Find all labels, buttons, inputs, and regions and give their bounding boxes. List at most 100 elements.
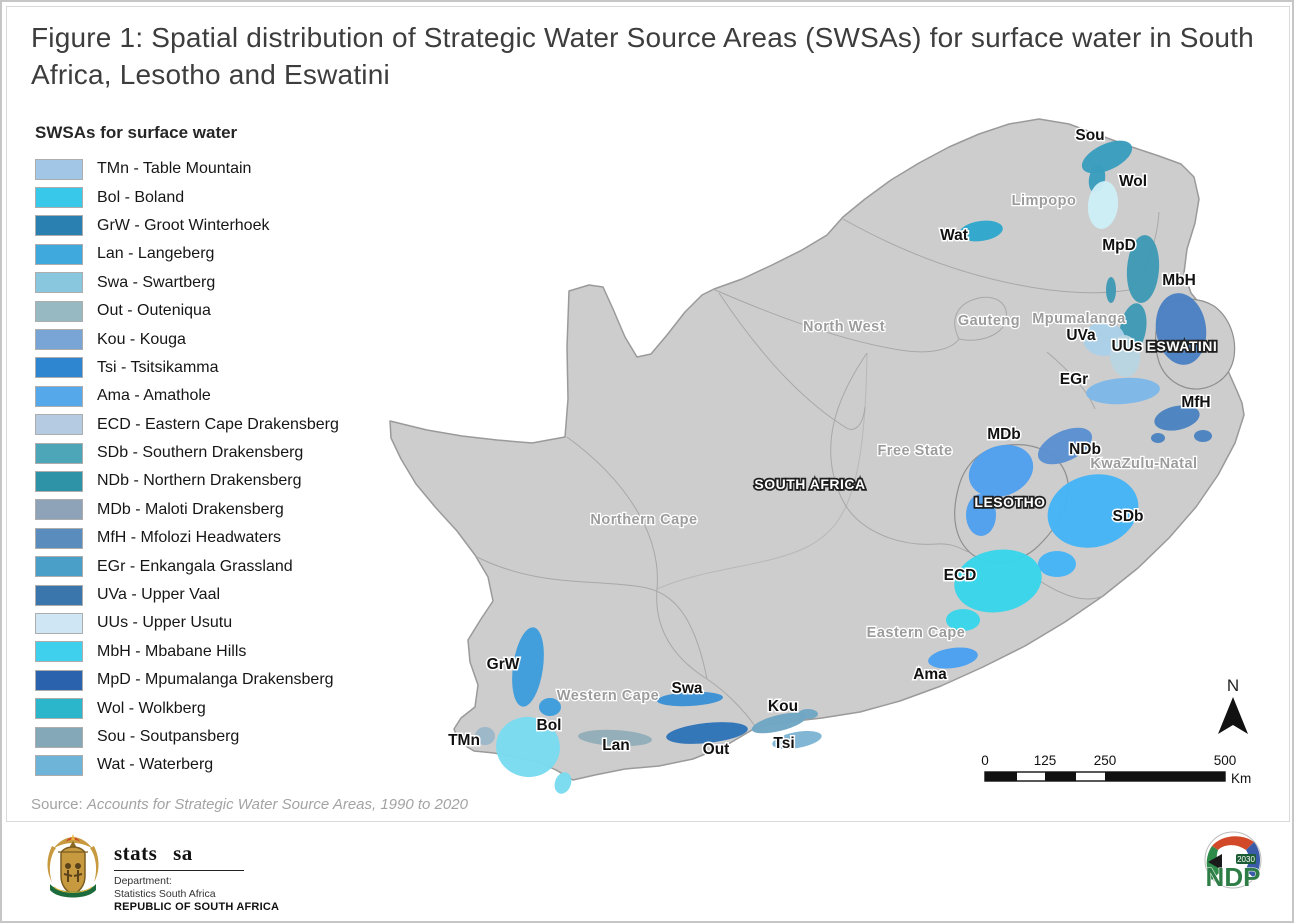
province-label: Mpumalanga: [1032, 311, 1126, 327]
province-label: Eastern Cape: [867, 625, 966, 641]
legend-title: SWSAs for surface water: [35, 123, 238, 142]
north-arrow: N: [1218, 676, 1248, 734]
scalebar-tick: 0: [981, 753, 989, 768]
legend-label: Wol - Wolkberg: [97, 699, 206, 717]
legend-item-uus: UUs - Upper Usutu: [35, 609, 380, 637]
scale-bar: 0 125 250 500 Km: [981, 753, 1251, 786]
legend-item-ecd: ECD - Eastern Cape Drakensberg: [35, 411, 380, 439]
swsa-area-lan: [578, 729, 652, 747]
swsa-area-ama: [928, 647, 978, 669]
legend-label: Tsi - Tsitsikamma: [97, 358, 219, 376]
legend-swatch-mbh: [35, 641, 83, 663]
swsa-label-mfh: MfH: [1181, 394, 1210, 411]
legend-items: TMn - Table Mountain Bol - Boland GrW - Gr…: [35, 155, 380, 780]
legend-swatch-mpd: [35, 669, 83, 691]
swsa-label-uus: UUs: [1111, 338, 1142, 355]
legend-swatch-ndb: [35, 470, 83, 492]
legend-item-tsi: Tsi - Tsitsikamma: [35, 354, 380, 382]
legend-swatch-grw: [35, 215, 83, 237]
legend-swatch-wol: [35, 698, 83, 720]
map-legend: SWSAs for surface water TMn - Table Moun…: [35, 123, 380, 780]
legend-item-swa: Swa - Swartberg: [35, 269, 380, 297]
legend-label: TMn - Table Mountain: [97, 160, 252, 178]
legend-item-grw: GrW - Groot Winterhoek: [35, 212, 380, 240]
legend-item-uva: UVa - Upper Vaal: [35, 581, 380, 609]
province-label: Western Cape: [557, 688, 659, 704]
swsa-area-mfh: [1151, 405, 1212, 443]
swsa-label-egr: EGr: [1060, 371, 1088, 388]
swsa-area-out: [666, 722, 748, 744]
legend-item-wat: Wat - Waterberg: [35, 751, 380, 779]
swsa-label-ndb: NDb: [1069, 441, 1101, 458]
swsa-area-sdb: [1038, 474, 1139, 577]
legend-label: Wat - Waterberg: [97, 756, 214, 774]
legend-swatch-kou: [35, 329, 83, 351]
province-label: Gauteng: [958, 313, 1020, 329]
swsa-area-tmn: [475, 727, 495, 745]
legend-label: ECD - Eastern Cape Drakensberg: [97, 415, 339, 433]
legend-item-egr: EGr - Enkangala Grassland: [35, 552, 380, 580]
ndp-2030-logo: 2030 NDP: [1204, 831, 1262, 893]
swsa-area-wat: [959, 220, 1003, 242]
swsa-area-grw: [512, 627, 561, 716]
legend-swatch-lan: [35, 243, 83, 265]
swsa-label-sdb: SDb: [1113, 508, 1144, 525]
source-line: Source: Accounts for Strategic Water Sou…: [31, 796, 468, 813]
legend-swatch-wat: [35, 754, 83, 776]
legend-label: Lan - Langeberg: [97, 245, 215, 263]
legend-label: UVa - Upper Vaal: [97, 586, 221, 604]
province-borders: [476, 211, 1160, 727]
province-label: KwaZulu-Natal: [1090, 456, 1197, 472]
legend-swatch-tsi: [35, 357, 83, 379]
legend-swatch-ecd: [35, 414, 83, 436]
scalebar-tick: 250: [1094, 753, 1117, 768]
swsa-area-egr: [1086, 377, 1160, 405]
legend-swatch-uva: [35, 584, 83, 606]
legend-item-tmn: TMn - Table Mountain: [35, 155, 380, 183]
svg-text:2030: 2030: [1237, 855, 1255, 864]
dept-line2: Statistics South Africa: [114, 888, 216, 901]
province-label: North West: [803, 319, 885, 335]
legend-item-out: Out - Outeniqua: [35, 297, 380, 325]
swsa-label-wat: Wat: [940, 227, 968, 244]
legend-label: MbH - Mbabane Hills: [97, 642, 247, 660]
swsa-label-tsi: Tsi: [773, 735, 794, 752]
swsa-label-ama: Ama: [913, 666, 947, 683]
legend-label: Out - Outeniqua: [97, 302, 211, 320]
legend-item-bol: Bol - Boland: [35, 183, 380, 211]
legend-item-sdb: SDb - Southern Drakensberg: [35, 439, 380, 467]
statssa-wordmark: stats sa: [114, 841, 244, 871]
province-label: Limpopo: [1012, 193, 1077, 209]
legend-label: Ama - Amathole: [97, 387, 211, 405]
svg-text:N: N: [1227, 676, 1239, 695]
country-outline: [389, 118, 1245, 781]
legend-swatch-ama: [35, 385, 83, 407]
swsa-label-mbh: MbH: [1162, 272, 1196, 289]
source-prefix: Source:: [31, 796, 87, 813]
swsa-label-lan: Lan: [602, 737, 630, 754]
swsa-area-ecd: [946, 549, 1042, 631]
legend-label: MpD - Mpumalanga Drakensberg: [97, 671, 334, 689]
swsa-label-wol: Wol: [1119, 173, 1147, 190]
swsa-area-mdb: [966, 444, 1034, 536]
swsa-label-bol: Bol: [537, 717, 562, 734]
legend-swatch-bol: [35, 187, 83, 209]
swsa-label-kou: Kou: [768, 698, 798, 715]
legend-item-kou: Kou - Kouga: [35, 325, 380, 353]
swsa-area-kou: [751, 709, 818, 734]
figure-box: Limpopo North West Gauteng Mpumalanga Free S…: [6, 6, 1290, 822]
dept-line1: Department:: [114, 875, 172, 887]
legend-item-ama: Ama - Amathole: [35, 382, 380, 410]
south-africa-map: Limpopo North West Gauteng Mpumalanga Free S…: [389, 118, 1251, 794]
legend-label: MfH - Mfolozi Headwaters: [97, 529, 282, 547]
legend-swatch-egr: [35, 556, 83, 578]
legend-label: Swa - Swartberg: [97, 273, 216, 291]
country-label: SOUTH AFRICA: [754, 476, 865, 492]
statssa-text: stats sa Department: Statistics South Af…: [114, 832, 279, 915]
scalebar-tick: 125: [1034, 753, 1057, 768]
swsa-area-bol: [496, 716, 572, 794]
coat-of-arms-icon: [47, 834, 99, 898]
legend-label: Sou - Soutpansberg: [97, 728, 240, 745]
swsa-area-ndb: [1037, 427, 1093, 465]
